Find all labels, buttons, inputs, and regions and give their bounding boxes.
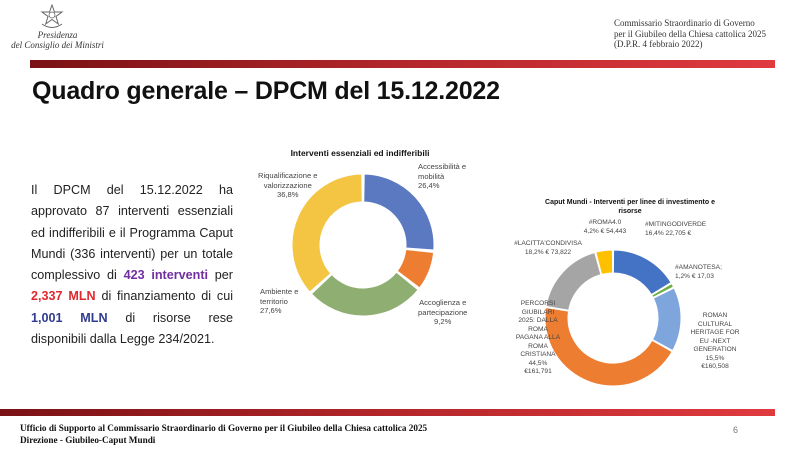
footer-line1: Ufficio di Supporto al Commissario Strao… bbox=[20, 423, 428, 433]
label-line: territorio bbox=[260, 296, 288, 306]
commissario-line: Commissario Straordinario di Governo bbox=[614, 18, 755, 28]
chart2-slice bbox=[595, 249, 614, 276]
label-line: 16,4% 22,705 € bbox=[645, 229, 692, 237]
chart2-slice bbox=[612, 249, 672, 296]
chart1-slice bbox=[310, 271, 419, 317]
label-line: 9,2% bbox=[434, 317, 452, 327]
chart2-label-lacittacondivisa: #LACITTA'CONDIVISA 18,2% € 73,822 bbox=[513, 240, 583, 257]
label-line: valorizzazione bbox=[263, 180, 312, 190]
presidenza-line2: del Consiglio dei Ministri bbox=[11, 40, 104, 50]
label-line: Accoglienza e bbox=[419, 298, 467, 307]
label-line: 18,2% € 73,822 bbox=[524, 248, 572, 256]
chart1-label-accoglienza: Accoglienza e partecipazione 9,2% bbox=[418, 298, 467, 327]
presidenza-logo-text: Presidenza del Consiglio dei Ministri bbox=[0, 30, 115, 50]
label-line: Accessibilità e bbox=[418, 162, 467, 171]
label-line: CULTURAL bbox=[697, 320, 733, 328]
summary-text: di risorse rese disponibili dalla Legge … bbox=[31, 310, 233, 347]
label-line: 27,6% bbox=[260, 306, 282, 316]
page-title: Quadro generale – DPCM del 15.12.2022 bbox=[32, 77, 500, 105]
label-line: PAGANA ALLA bbox=[515, 334, 561, 341]
label-line: 2025: DALLA bbox=[518, 317, 558, 324]
republic-emblem-icon bbox=[40, 4, 64, 28]
label-line: HERITAGE FOR bbox=[690, 329, 740, 336]
commissario-line: per il Giubileo della Chiesa cattolica 2… bbox=[614, 28, 766, 39]
label-line: 4,2% € 54,443 bbox=[583, 227, 627, 235]
label-line: GENERATION bbox=[693, 346, 737, 353]
chart2-label-mitingodiverde: #MITINGODIVERDE 16,4% 22,705 € bbox=[645, 221, 706, 238]
chart1-label-riqualificazione: Riqualificazione e valorizzazione 36,8% bbox=[258, 171, 318, 200]
chart2-label-percorsi-giubilari: PERCORSI GIUBILARI 2025: DALLA ROMA PAGA… bbox=[508, 300, 568, 377]
bottom-divider-bar bbox=[0, 409, 775, 416]
highlight-law-funding: 1,001 MLN bbox=[31, 310, 108, 325]
label-line: mobilità bbox=[418, 171, 445, 181]
label-line: ROMA bbox=[528, 342, 548, 350]
label-line: ROMAN bbox=[702, 312, 728, 319]
label-line: ROMA bbox=[528, 325, 548, 333]
chart2-slice bbox=[545, 251, 602, 311]
label-line: partecipazione bbox=[418, 307, 468, 317]
label-line: 26,4% bbox=[418, 181, 440, 191]
label-line: 15,5% bbox=[705, 354, 725, 362]
label-line: 36,8% bbox=[276, 190, 299, 200]
title-line: Caput Mundi - Interventi per linee di in… bbox=[545, 199, 715, 206]
chart2-title: Caput Mundi - Interventi per linee di in… bbox=[520, 198, 740, 216]
chart2-slice bbox=[651, 282, 675, 299]
chart1-label-accessibilita: Accessibilità e mobilità 26,4% bbox=[418, 162, 466, 191]
label-line: Ambiente e bbox=[260, 287, 299, 296]
chart2-slice bbox=[544, 306, 673, 387]
label-line: #LACITTA'CONDIVISA bbox=[514, 240, 582, 247]
label-line: PERCORSI bbox=[520, 300, 556, 307]
commissario-line: (D.P.R. 4 febbraio 2022) bbox=[614, 39, 703, 49]
label-line: CRISTIANA bbox=[520, 351, 556, 358]
highlight-interventi: 423 interventi bbox=[123, 268, 209, 283]
label-line: €161,791 bbox=[524, 368, 552, 375]
footer: Ufficio di Supporto al Commissario Strao… bbox=[20, 423, 427, 446]
label-line: GIUBILARI bbox=[521, 308, 555, 316]
page-number: 6 bbox=[733, 425, 739, 435]
header: Presidenza del Consiglio dei Ministri Co… bbox=[0, 0, 800, 62]
summary-paragraph: Il DPCM del 15.12.2022 ha approvato 87 i… bbox=[31, 180, 233, 350]
label-line: #ROMA4.0 bbox=[588, 219, 622, 226]
chart1-slice bbox=[396, 248, 435, 289]
highlight-total-funding: 2,337 MLN bbox=[31, 289, 96, 304]
label-line: #MITINGODIVERDE bbox=[645, 221, 707, 228]
summary-text: Il DPCM del 15.12.2022 ha approvato 87 i… bbox=[31, 183, 233, 283]
label-line: 44,5% bbox=[528, 359, 548, 367]
summary-text: per bbox=[208, 268, 233, 283]
footer-line2: Direzione - Giubileo-Caput Mundi bbox=[20, 434, 156, 445]
chart1-label-ambiente: Ambiente e territorio 27,6% bbox=[260, 287, 298, 316]
chart2-label-roman-cultural-heritage: ROMAN CULTURAL HERITAGE FOR EU -NEXT GEN… bbox=[685, 312, 745, 372]
label-line: €160,508 bbox=[701, 363, 729, 370]
label-line: 1,2% € 17,03 bbox=[675, 272, 714, 280]
chart2-slice bbox=[651, 287, 682, 352]
chart1-slice bbox=[291, 173, 363, 293]
chart1-title: Interventi essenziali ed indifferibili bbox=[290, 148, 430, 158]
title-line: risorse bbox=[618, 208, 642, 215]
summary-text: di finanziamento di cui bbox=[95, 289, 234, 304]
label-line: Riqualificazione e bbox=[258, 171, 318, 180]
top-divider-bar bbox=[30, 60, 775, 68]
label-line: #AMANOTESA; bbox=[675, 264, 722, 271]
chart2-label-roma40: #ROMA4.0 4,2% € 54,443 bbox=[580, 219, 630, 236]
chart1-slice bbox=[363, 173, 435, 251]
chart2-label-amanotesa: #AMANOTESA; 1,2% € 17,03 bbox=[675, 264, 722, 281]
presidenza-line1: Presidenza bbox=[37, 30, 78, 40]
commissario-heading: Commissario Straordinario di Governo per… bbox=[614, 18, 794, 50]
label-line: EU -NEXT bbox=[699, 337, 731, 345]
